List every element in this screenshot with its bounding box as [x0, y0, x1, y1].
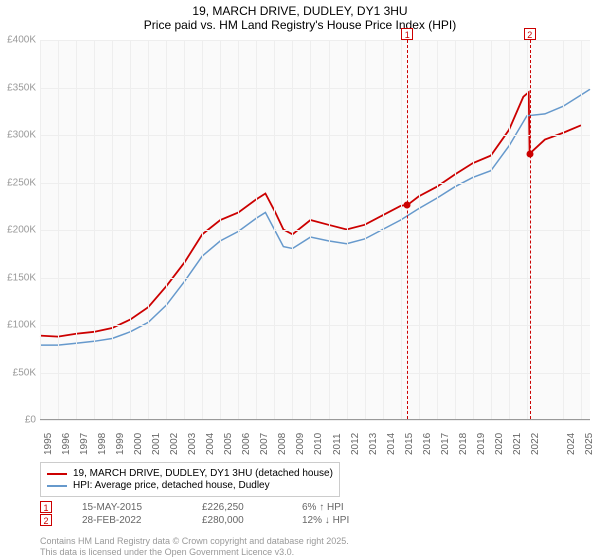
transaction-marker: 2 [40, 514, 52, 526]
y-axis: £0£50K£100K£150K£200K£250K£300K£350K£400… [0, 40, 38, 420]
x-tick-label: 2015 [404, 433, 415, 455]
marker-dot-1 [404, 202, 411, 209]
marker-badge-2: 2 [524, 28, 536, 40]
credits: Contains HM Land Registry data © Crown c… [40, 536, 580, 558]
x-tick-label: 1996 [61, 433, 72, 455]
x-tick-label: 2021 [512, 433, 523, 455]
x-tick-label: 2007 [259, 433, 270, 455]
transaction-price: £226,250 [202, 502, 302, 513]
y-tick-label: £150K [7, 272, 36, 283]
legend-label: HPI: Average price, detached house, Dudl… [73, 480, 270, 491]
y-tick-label: £400K [7, 35, 36, 46]
marker-line-1 [407, 40, 408, 419]
transaction-row: 2 28-FEB-2022£280,00012% ↓ HPI [40, 514, 580, 526]
title-line2: Price paid vs. HM Land Registry's House … [0, 18, 600, 32]
x-tick-label: 1998 [97, 433, 108, 455]
series-hpi [40, 89, 590, 345]
x-tick-label: 2005 [223, 433, 234, 455]
legend: 19, MARCH DRIVE, DUDLEY, DY1 3HU (detach… [40, 462, 340, 497]
transaction-date: 28-FEB-2022 [82, 515, 202, 526]
x-tick-label: 2025 [584, 433, 595, 455]
x-tick-label: 2013 [368, 433, 379, 455]
y-tick-label: £0 [25, 415, 36, 426]
x-tick-label: 2001 [151, 433, 162, 455]
x-tick-label: 2019 [476, 433, 487, 455]
transaction-row: 1 15-MAY-2015£226,2506% ↑ HPI [40, 501, 580, 513]
x-tick-label: 1997 [79, 433, 90, 455]
marker-badge-1: 1 [401, 28, 413, 40]
legend-swatch [47, 485, 67, 487]
y-tick-label: £350K [7, 82, 36, 93]
transaction-delta: 12% ↓ HPI [302, 515, 422, 526]
legend-item: 19, MARCH DRIVE, DUDLEY, DY1 3HU (detach… [47, 468, 333, 479]
transactions-table: 1 15-MAY-2015£226,2506% ↑ HPI 2 28-FEB-2022… [40, 500, 580, 527]
legend-swatch [47, 473, 67, 475]
x-tick-label: 2009 [295, 433, 306, 455]
x-tick-label: 2010 [313, 433, 324, 455]
credits-line1: Contains HM Land Registry data © Crown c… [40, 536, 580, 547]
x-tick-label: 2024 [566, 433, 577, 455]
chart-container: 19, MARCH DRIVE, DUDLEY, DY1 3HU Price p… [0, 0, 600, 560]
x-tick-label: 2016 [422, 433, 433, 455]
y-tick-label: £200K [7, 225, 36, 236]
x-tick-label: 2014 [386, 433, 397, 455]
x-tick-label: 2008 [277, 433, 288, 455]
x-tick-label: 1995 [43, 433, 54, 455]
x-axis: 1995 1996 1997 1998 1999 2000 2001 2002 2003 2004… [40, 425, 590, 465]
y-tick-label: £300K [7, 130, 36, 141]
x-tick-label: 1999 [115, 433, 126, 455]
x-tick-label: 2017 [440, 433, 451, 455]
y-tick-label: £50K [13, 367, 36, 378]
title-line1: 19, MARCH DRIVE, DUDLEY, DY1 3HU [0, 4, 600, 18]
title-block: 19, MARCH DRIVE, DUDLEY, DY1 3HU Price p… [0, 0, 600, 36]
y-tick-label: £250K [7, 177, 36, 188]
legend-label: 19, MARCH DRIVE, DUDLEY, DY1 3HU (detach… [73, 468, 333, 479]
marker-dot-2 [526, 151, 533, 158]
x-tick-label: 2012 [350, 433, 361, 455]
x-tick-label: 2002 [169, 433, 180, 455]
x-tick-label: 2006 [241, 433, 252, 455]
transaction-delta: 6% ↑ HPI [302, 502, 422, 513]
transaction-date: 15-MAY-2015 [82, 502, 202, 513]
x-tick-label: 2003 [187, 433, 198, 455]
marker-line-2 [530, 40, 531, 419]
y-tick-label: £100K [7, 320, 36, 331]
x-tick-label: 2022 [530, 433, 541, 455]
x-tick-label: 2020 [494, 433, 505, 455]
legend-item: HPI: Average price, detached house, Dudl… [47, 480, 333, 491]
x-tick-label: 2018 [458, 433, 469, 455]
x-tick-label: 2004 [205, 433, 216, 455]
chart-area: 12 [40, 40, 590, 420]
x-tick-label: 2000 [133, 433, 144, 455]
credits-line2: This data is licensed under the Open Gov… [40, 547, 580, 558]
transaction-marker: 1 [40, 501, 52, 513]
transaction-price: £280,000 [202, 515, 302, 526]
x-tick-label: 2011 [332, 433, 343, 455]
